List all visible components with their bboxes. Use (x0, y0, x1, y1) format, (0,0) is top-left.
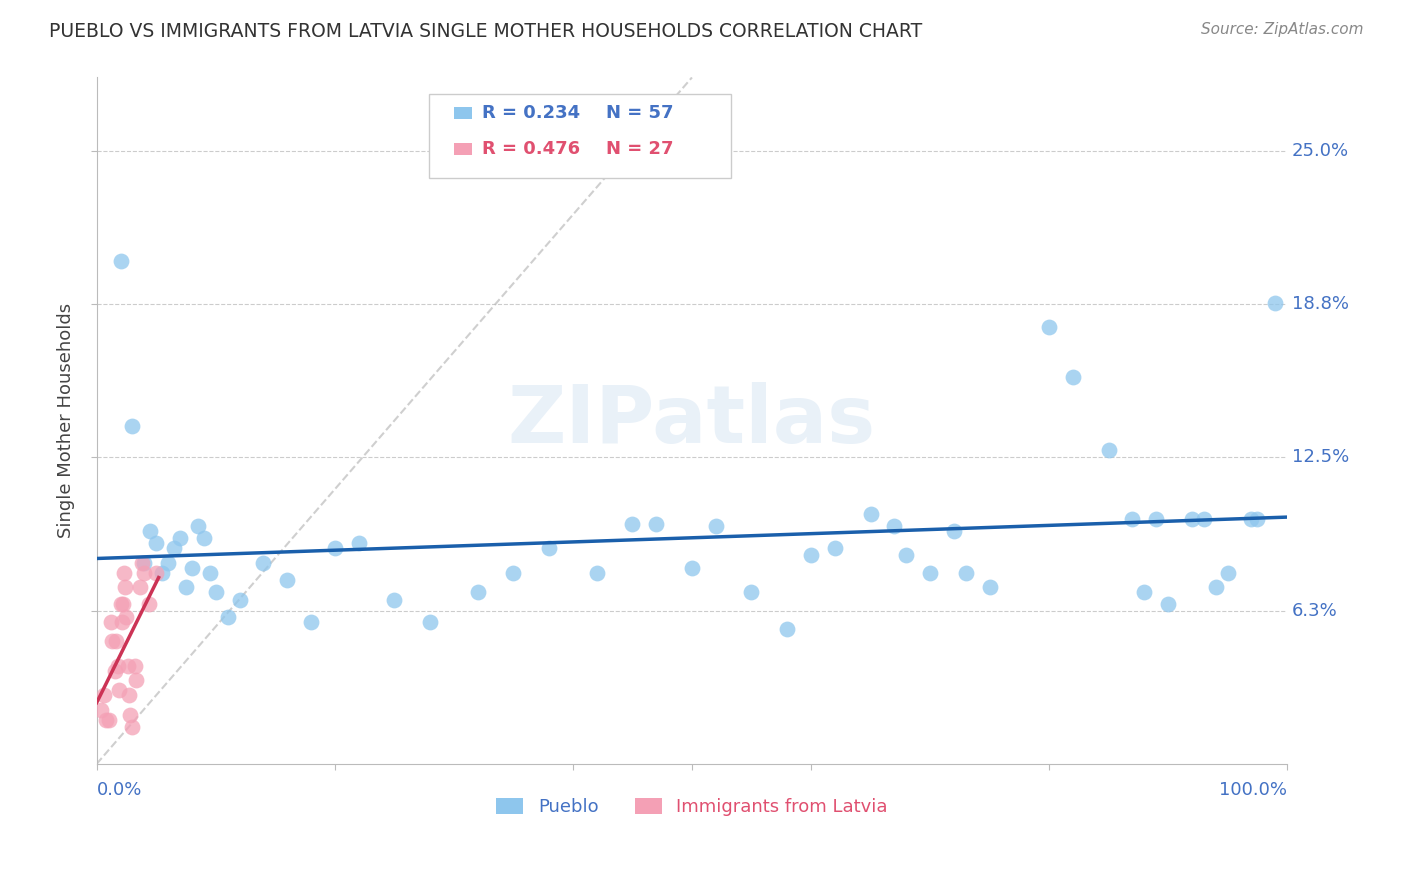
Point (134, 566, 156, 580)
Point (704, 519, 727, 533)
Point (382, 592, 405, 607)
Point (145, 566, 167, 580)
Point (111, 615, 134, 629)
Point (979, 580, 1001, 594)
Point (1192, 511, 1215, 525)
Point (90, 703, 112, 717)
Point (117, 658, 139, 673)
Point (621, 516, 644, 531)
Point (1246, 511, 1268, 525)
Point (157, 556, 180, 570)
Point (193, 531, 215, 545)
Point (896, 549, 918, 563)
Point (323, 541, 346, 555)
Point (467, 585, 489, 599)
Point (111, 598, 134, 612)
Point (538, 541, 561, 555)
Point (174, 580, 197, 594)
Point (918, 566, 941, 580)
Point (150, 566, 173, 580)
Point (1157, 598, 1180, 612)
Text: 0.0%: 0.0% (97, 781, 142, 799)
Point (883, 519, 905, 533)
Point (1144, 511, 1167, 525)
Text: N = 57: N = 57 (606, 104, 673, 122)
Text: R = 0.476: R = 0.476 (482, 140, 581, 158)
Point (110, 598, 132, 612)
Point (217, 609, 239, 624)
Point (1062, 369, 1084, 384)
Y-axis label: Single Mother Households: Single Mother Households (58, 303, 75, 538)
Point (776, 622, 799, 636)
Point (276, 573, 298, 587)
Point (114, 580, 136, 594)
Point (115, 609, 138, 624)
Point (131, 556, 153, 570)
Point (118, 688, 141, 702)
Point (681, 560, 703, 574)
Point (104, 634, 127, 648)
Point (100, 615, 122, 629)
Point (121, 720, 143, 734)
Point (93, 688, 115, 702)
Point (163, 541, 186, 555)
Point (859, 507, 882, 521)
Point (955, 566, 977, 580)
Point (1264, 296, 1286, 310)
Point (1240, 511, 1263, 525)
Point (110, 254, 132, 268)
Point (740, 585, 762, 599)
Point (169, 531, 191, 545)
Point (139, 524, 162, 538)
Point (118, 707, 141, 722)
Text: N = 27: N = 27 (606, 140, 673, 158)
Text: Source: ZipAtlas.com: Source: ZipAtlas.com (1201, 22, 1364, 37)
Point (101, 634, 124, 648)
Point (103, 664, 125, 678)
Point (419, 615, 441, 629)
Point (121, 418, 143, 433)
Point (1181, 511, 1204, 525)
Text: 18.8%: 18.8% (1292, 295, 1348, 313)
Point (645, 516, 668, 531)
Point (134, 556, 156, 570)
Text: ZIPatlas: ZIPatlas (508, 382, 876, 459)
Point (1216, 566, 1239, 580)
Point (112, 566, 135, 580)
Point (299, 615, 322, 629)
Text: PUEBLO VS IMMIGRANTS FROM LATVIA SINGLE MOTHER HOUSEHOLDS CORRELATION CHART: PUEBLO VS IMMIGRANTS FROM LATVIA SINGLE … (49, 22, 922, 41)
Point (800, 549, 823, 563)
Point (502, 566, 524, 580)
Point (124, 658, 146, 673)
Point (824, 541, 846, 555)
Text: 100.0%: 100.0% (1219, 781, 1288, 799)
Text: 25.0%: 25.0% (1292, 142, 1350, 160)
Text: R = 0.234: R = 0.234 (482, 104, 581, 122)
Point (107, 658, 129, 673)
Point (145, 536, 167, 550)
Point (187, 519, 209, 533)
Point (228, 592, 250, 607)
Point (125, 673, 148, 688)
Point (942, 524, 965, 538)
Point (1121, 511, 1143, 525)
Point (204, 585, 226, 599)
Legend: Pueblo, Immigrants from Latvia: Pueblo, Immigrants from Latvia (489, 790, 894, 823)
Point (198, 566, 221, 580)
Point (1133, 585, 1156, 599)
Point (1098, 443, 1121, 458)
Text: 6.3%: 6.3% (1292, 601, 1337, 620)
Point (585, 566, 607, 580)
Point (181, 560, 204, 574)
Point (96, 713, 118, 727)
Point (252, 556, 274, 570)
Text: 12.5%: 12.5% (1292, 449, 1350, 467)
Point (108, 683, 131, 698)
Point (128, 580, 150, 594)
Point (1038, 320, 1060, 334)
Point (97, 713, 120, 727)
Point (1205, 580, 1227, 594)
Point (138, 598, 160, 612)
Point (347, 536, 370, 550)
